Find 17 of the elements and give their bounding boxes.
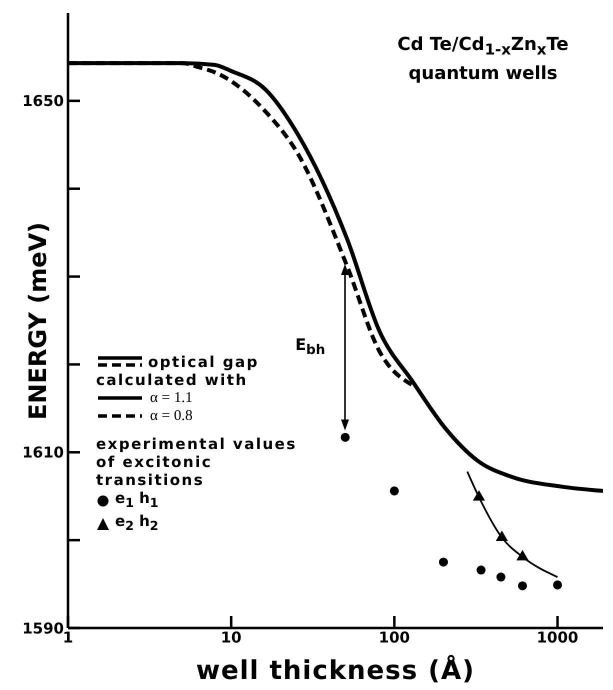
legend-label: e$_{1}$ h$_{1}$	[115, 489, 158, 512]
y-tick-label: 1650	[22, 92, 64, 110]
legend-label: α = 1.1	[150, 389, 193, 407]
x-axis-title: well thickness (Å)	[194, 656, 476, 686]
text: Cd Te/Cd$_{1-x}$Zn$_{x}$Te quantum wells	[396, 33, 570, 86]
annotation: E$_{bh}$	[295, 335, 326, 358]
y-tick-label: 1590	[22, 619, 64, 638]
annotation: optical gap	[148, 353, 259, 371]
x-tick-label: 100	[378, 628, 410, 647]
y-axis-title: ENERGY (meV)	[24, 221, 52, 420]
annotation: calculated with	[96, 371, 249, 389]
legend-label: α = 0.8	[150, 407, 193, 425]
y-tick-label: 1610	[22, 444, 64, 462]
x-tick-label: 10	[220, 628, 242, 647]
legend-label: e$_{2}$ h$_{2}$	[115, 512, 158, 535]
x-tick-label: 1000	[536, 628, 578, 647]
x-tick-label: 1	[62, 628, 74, 647]
